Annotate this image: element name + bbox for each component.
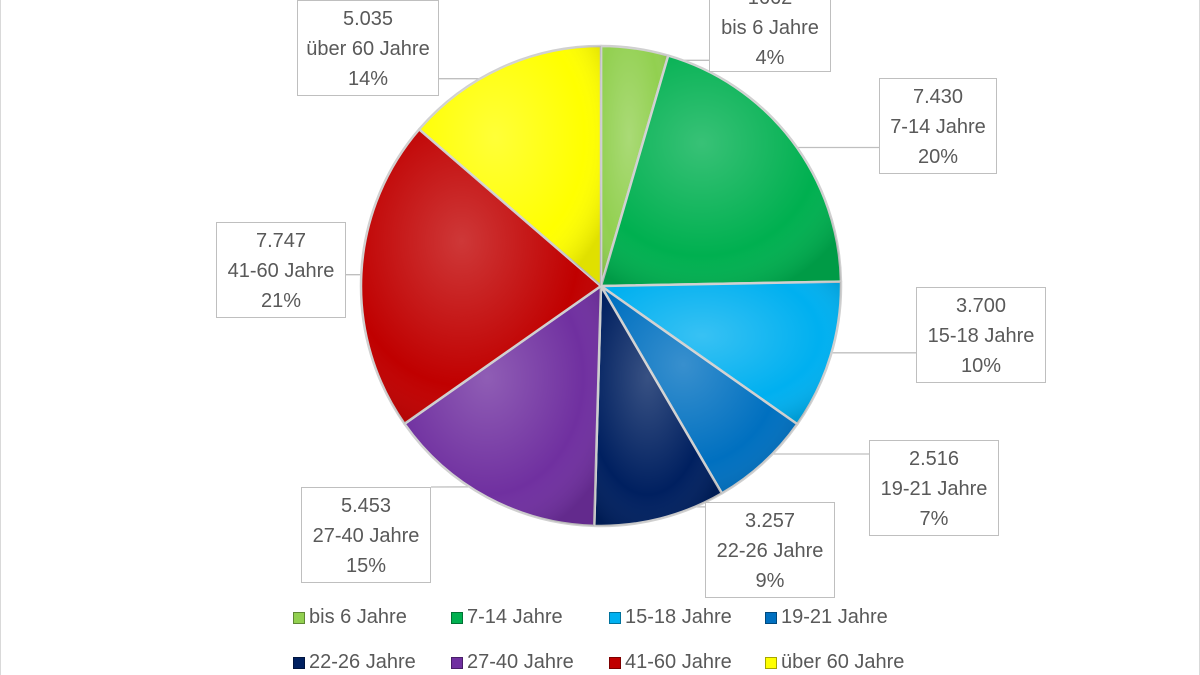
data-label-value: 1662 <box>710 0 830 13</box>
data-label-percent: 9% <box>755 570 785 592</box>
legend-swatch <box>609 611 621 624</box>
data-label-7-14-jahre: 7.430 7-14 Jahre 20% <box>879 78 997 174</box>
data-label-bis-6-jahre: 1662 bis 6 Jahre 4% <box>709 0 831 72</box>
legend-swatch <box>293 656 305 669</box>
data-label-ber-60-jahre: 5.035 über 60 Jahre 14% <box>297 0 439 96</box>
data-label-percent: 15% <box>345 555 387 577</box>
legend-item-27-40-jahre: 27-40 Jahre <box>451 651 574 674</box>
legend-label: 41-60 Jahre <box>625 651 732 673</box>
data-label-percent: 21% <box>260 290 302 312</box>
data-label-category: 15-18 Jahre <box>927 325 1035 347</box>
data-label-19-21-jahre: 2.516 19-21 Jahre 7% <box>869 440 999 536</box>
data-label-category: 41-60 Jahre <box>227 260 335 282</box>
data-label-percent: 10% <box>960 355 1002 377</box>
data-label-value: 3.700 <box>955 295 1007 317</box>
legend-swatch <box>451 656 463 669</box>
legend-item-19-21-jahre: 19-21 Jahre <box>765 606 888 629</box>
legend-label: über 60 Jahre <box>781 651 905 673</box>
legend-label: 7-14 Jahre <box>467 606 563 628</box>
legend-swatch <box>765 656 777 669</box>
data-label-category: über 60 Jahre <box>306 38 430 60</box>
legend-swatch <box>609 656 621 669</box>
legend-label: 19-21 Jahre <box>781 606 888 628</box>
data-label-27-40-jahre: 5.453 27-40 Jahre 15% <box>301 487 431 583</box>
data-label-15-18-jahre: 3.700 15-18 Jahre 10% <box>916 287 1046 383</box>
data-label-value: 2.516 <box>908 448 960 470</box>
data-label-percent: 20% <box>917 146 959 168</box>
data-label-percent: 14% <box>347 68 389 90</box>
data-label-category: 7-14 Jahre <box>890 116 986 138</box>
legend-item-ber-60-jahre: über 60 Jahre <box>765 651 904 674</box>
legend-label: 15-18 Jahre <box>625 606 732 628</box>
legend-item-15-18-jahre: 15-18 Jahre <box>609 606 732 629</box>
legend-label: 22-26 Jahre <box>309 651 416 673</box>
data-label-41-60-jahre: 7.747 41-60 Jahre 21% <box>216 222 346 318</box>
legend-item-22-26-jahre: 22-26 Jahre <box>293 651 416 674</box>
data-label-value: 7.747 <box>255 230 307 252</box>
legend-label: 27-40 Jahre <box>467 651 574 673</box>
data-label-value: 5.453 <box>340 495 392 517</box>
data-label-category: 19-21 Jahre <box>880 478 988 500</box>
legend-item-41-60-jahre: 41-60 Jahre <box>609 651 732 674</box>
legend-label: bis 6 Jahre <box>309 606 407 628</box>
legend-swatch <box>451 611 463 624</box>
data-label-22-26-jahre: 3.257 22-26 Jahre 9% <box>705 502 835 598</box>
data-label-percent: 4% <box>755 47 785 69</box>
data-label-category: bis 6 Jahre <box>721 17 819 39</box>
legend: bis 6 Jahre 7-14 Jahre 15-18 Jahre 19-21 Ja… <box>1 600 1200 675</box>
data-label-value: 3.257 <box>744 510 796 532</box>
data-label-value: 5.035 <box>342 8 394 30</box>
legend-item-bis-6-jahre: bis 6 Jahre <box>293 606 407 629</box>
legend-swatch <box>293 611 305 624</box>
data-label-percent: 7% <box>919 508 949 530</box>
legend-item-7-14-jahre: 7-14 Jahre <box>451 606 563 629</box>
data-label-category: 27-40 Jahre <box>312 525 420 547</box>
legend-swatch <box>765 611 777 624</box>
data-label-value: 7.430 <box>912 86 964 108</box>
data-label-category: 22-26 Jahre <box>716 540 824 562</box>
